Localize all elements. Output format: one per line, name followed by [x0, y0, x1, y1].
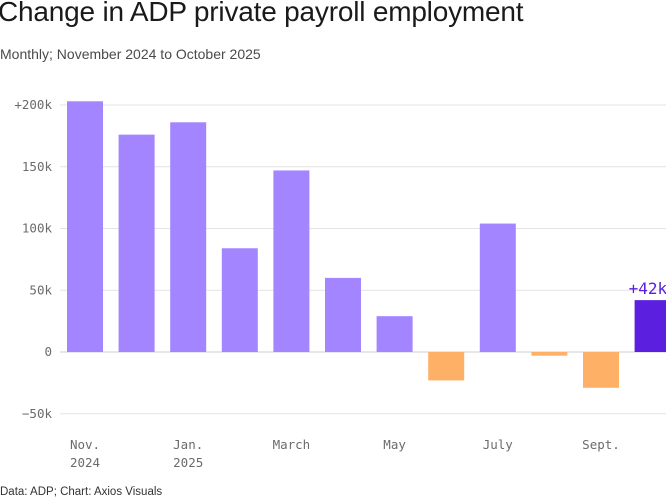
y-tick-label: 150k: [22, 159, 53, 174]
x-tick-label-line: March: [273, 437, 311, 452]
bar-chart: +200k 150k 100k 50k 0 −50k +42k Nov. 2024 Jan. 2…: [14, 97, 666, 470]
bars: [67, 101, 666, 388]
y-axis-ticks: +200k 150k 100k 50k 0 −50k: [14, 97, 52, 421]
x-tick-label-line: Jan.: [173, 437, 203, 452]
x-tick-label: Sept.: [582, 437, 620, 452]
x-tick-label-line: Sept.: [582, 437, 620, 452]
x-tick-label-line: 2024: [70, 455, 100, 470]
x-tick-label: March: [273, 437, 311, 452]
bar-5: [273, 170, 310, 352]
x-tick-label: May: [383, 437, 406, 452]
bar-8: [428, 352, 465, 381]
bar-1: [67, 101, 103, 352]
bar-6: [325, 277, 361, 352]
x-tick-label-line: July: [483, 437, 514, 452]
chart-title: Change in ADP private payroll employment: [0, 0, 524, 27]
bar-12: [634, 300, 666, 352]
x-tick-label-line: Nov.: [70, 437, 100, 452]
data-label: +42k: [629, 279, 666, 298]
bar-9: [479, 223, 516, 352]
y-tick-label: −50k: [22, 406, 53, 421]
bar-11: [583, 352, 619, 388]
x-tick-label-line: 2025: [173, 455, 203, 470]
chart-subtitle: Monthly; November 2024 to October 2025: [0, 46, 261, 62]
x-tick-label-line: May: [383, 437, 406, 452]
bar-2: [118, 134, 155, 352]
source-note: Data: ADP; Chart: Axios Visuals: [0, 486, 163, 498]
x-tick-label: Jan. 2025: [173, 437, 203, 470]
bar-10: [531, 352, 568, 356]
x-tick-label: July: [483, 437, 514, 452]
x-tick-label: Nov. 2024: [70, 437, 100, 470]
y-tick-label: 0: [44, 344, 52, 359]
bar-7: [376, 316, 413, 352]
bar-4: [221, 248, 258, 352]
x-axis-ticks: Nov. 2024 Jan. 2025 March May July Sept.: [70, 437, 620, 470]
y-tick-label: 50k: [29, 282, 52, 297]
y-tick-label: 100k: [22, 221, 53, 236]
gridlines: [60, 104, 666, 415]
bar-3: [170, 122, 207, 352]
y-tick-label: +200k: [14, 97, 52, 112]
data-labels: +42k: [629, 279, 666, 298]
